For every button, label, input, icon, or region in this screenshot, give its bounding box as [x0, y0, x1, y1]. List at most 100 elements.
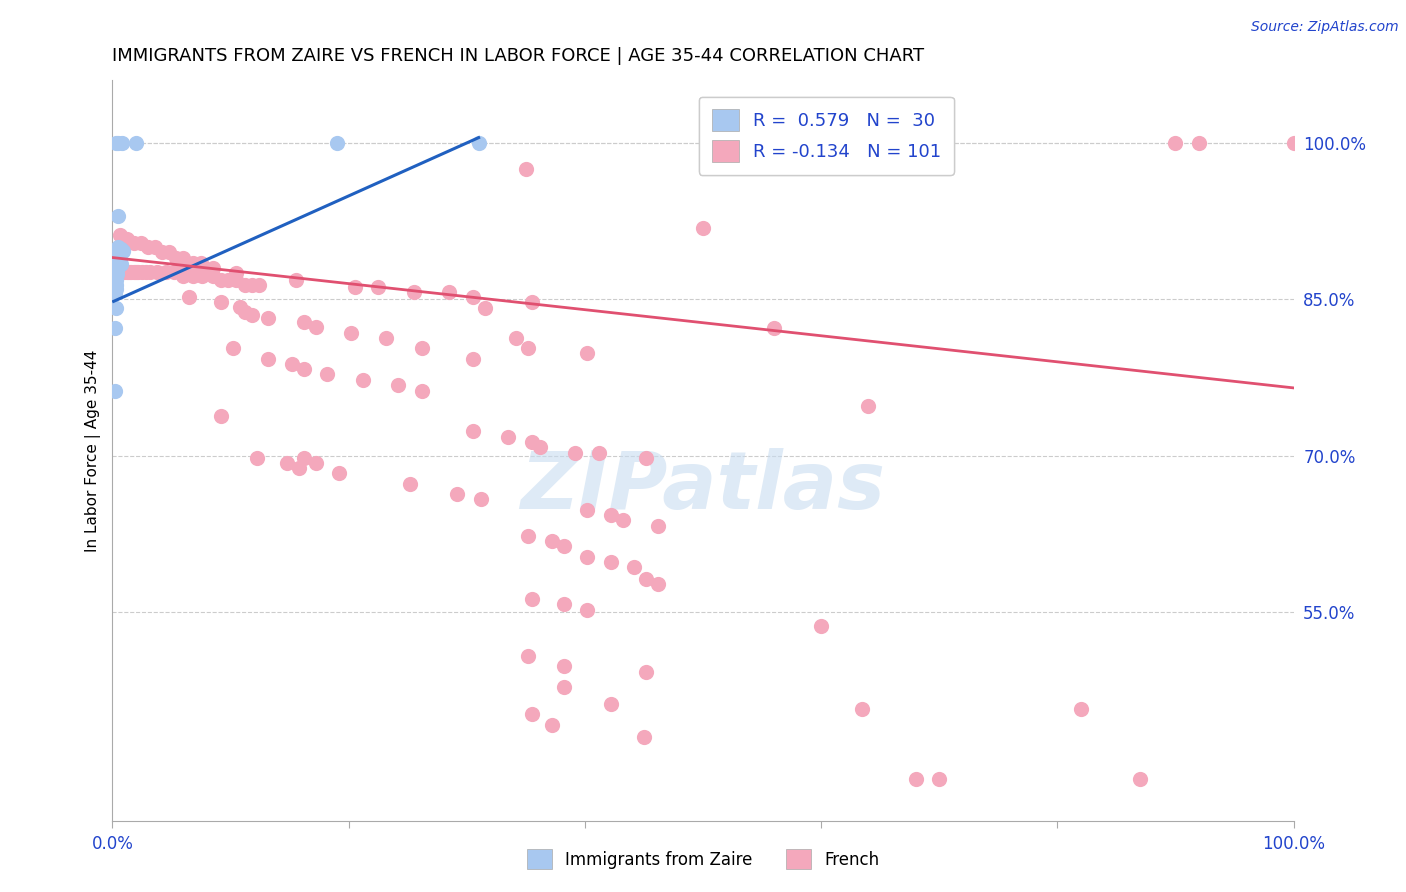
- Point: [515, 161, 537, 176]
- Point: [108, 265, 131, 279]
- Legend: Immigrants from Zaire, French: Immigrants from Zaire, French: [517, 838, 889, 880]
- Point: [201, 260, 224, 275]
- Point: [612, 513, 634, 527]
- Point: [139, 265, 162, 279]
- Point: [125, 265, 148, 279]
- Text: Source: ZipAtlas.com: Source: ZipAtlas.com: [1251, 20, 1399, 34]
- Point: [105, 267, 128, 281]
- Point: [108, 227, 131, 242]
- Point: [564, 445, 586, 459]
- Point: [553, 680, 575, 694]
- Point: [647, 518, 669, 533]
- Point: [225, 273, 247, 287]
- Point: [120, 265, 142, 279]
- Point: [143, 240, 166, 254]
- Point: [399, 476, 422, 491]
- Point: [292, 450, 315, 465]
- Point: [172, 265, 194, 279]
- Point: [540, 534, 562, 549]
- Point: [222, 341, 245, 355]
- Point: [576, 503, 599, 517]
- Point: [288, 461, 311, 475]
- Point: [810, 618, 832, 632]
- Point: [107, 136, 129, 150]
- Point: [446, 487, 468, 501]
- Point: [118, 265, 141, 279]
- Point: [352, 373, 374, 387]
- Text: ZIPatlas: ZIPatlas: [520, 449, 886, 526]
- Point: [375, 331, 398, 345]
- Point: [105, 265, 128, 279]
- Point: [292, 362, 315, 376]
- Point: [146, 265, 169, 279]
- Point: [157, 245, 180, 260]
- Point: [125, 136, 148, 150]
- Point: [529, 440, 551, 454]
- Point: [411, 384, 433, 398]
- Point: [1282, 136, 1305, 150]
- Point: [217, 273, 239, 287]
- Point: [111, 136, 134, 150]
- Point: [762, 321, 785, 335]
- Point: [851, 702, 873, 716]
- Point: [105, 269, 128, 284]
- Point: [247, 277, 270, 292]
- Point: [112, 244, 135, 259]
- Point: [110, 242, 132, 256]
- Point: [122, 235, 145, 250]
- Point: [155, 265, 177, 279]
- Point: [229, 300, 252, 314]
- Point: [1164, 136, 1187, 150]
- Point: [474, 301, 496, 315]
- Point: [105, 277, 128, 292]
- Point: [276, 456, 298, 470]
- Point: [110, 257, 132, 271]
- Point: [1129, 772, 1152, 786]
- Point: [165, 251, 187, 265]
- Point: [340, 326, 363, 340]
- Point: [1188, 136, 1211, 150]
- Point: [304, 320, 326, 334]
- Point: [181, 269, 204, 284]
- Point: [105, 252, 128, 267]
- Point: [328, 467, 350, 481]
- Point: [172, 251, 194, 265]
- Point: [245, 450, 267, 465]
- Point: [107, 259, 129, 273]
- Point: [520, 591, 543, 606]
- Point: [107, 209, 129, 223]
- Point: [181, 265, 204, 279]
- Point: [163, 265, 186, 279]
- Point: [928, 772, 950, 786]
- Point: [105, 301, 128, 315]
- Point: [316, 368, 339, 382]
- Point: [112, 265, 135, 279]
- Point: [387, 377, 409, 392]
- Point: [104, 321, 127, 335]
- Point: [105, 273, 128, 287]
- Point: [467, 136, 489, 150]
- Point: [904, 772, 927, 786]
- Point: [191, 269, 214, 284]
- Point: [150, 245, 173, 260]
- Point: [209, 409, 232, 423]
- Point: [411, 341, 433, 355]
- Point: [540, 717, 562, 731]
- Point: [623, 560, 645, 574]
- Point: [115, 232, 138, 246]
- Point: [599, 555, 621, 569]
- Point: [576, 549, 599, 564]
- Point: [343, 279, 366, 293]
- Point: [588, 445, 610, 459]
- Point: [292, 315, 315, 329]
- Text: IMMIGRANTS FROM ZAIRE VS FRENCH IN LABOR FORCE | AGE 35-44 CORRELATION CHART: IMMIGRANTS FROM ZAIRE VS FRENCH IN LABOR…: [112, 47, 925, 65]
- Point: [461, 351, 484, 366]
- Point: [461, 290, 484, 304]
- Legend: R =  0.579   N =  30, R = -0.134   N = 101: R = 0.579 N = 30, R = -0.134 N = 101: [699, 96, 953, 175]
- Point: [105, 245, 128, 260]
- Point: [104, 285, 127, 300]
- Point: [470, 492, 492, 507]
- Point: [858, 399, 880, 413]
- Point: [553, 597, 575, 611]
- Point: [520, 435, 543, 450]
